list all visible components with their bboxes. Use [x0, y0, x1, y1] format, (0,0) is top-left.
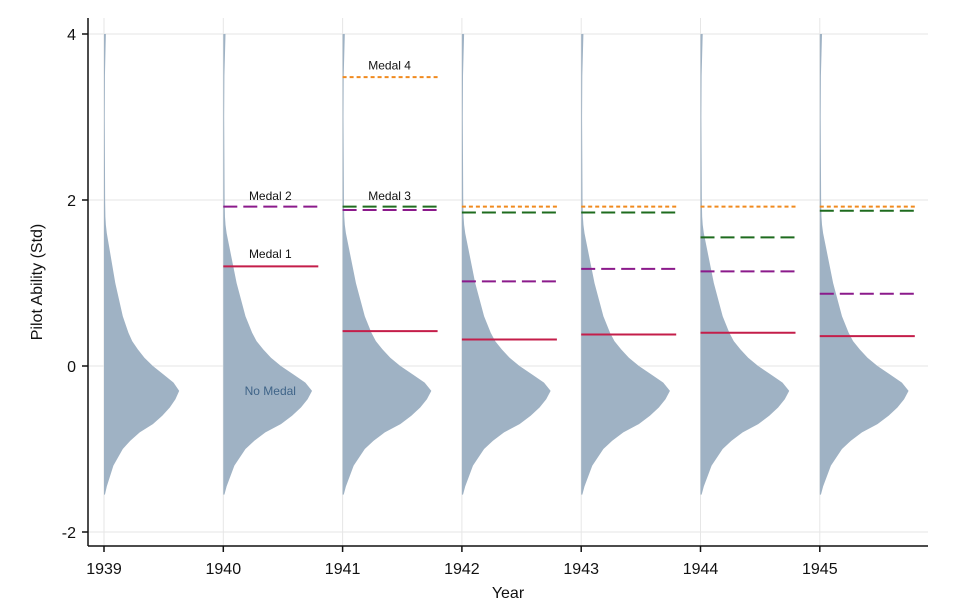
annotations: Medal 1 Medal 2 Medal 3 Medal 4 No Medal	[245, 59, 412, 398]
x-axis-title: Year	[492, 585, 525, 602]
ticks: -2 0 2 4 1939 1940 1941 1942 1943 1944 1945	[62, 27, 838, 578]
medal-label: Medal 1	[249, 247, 292, 261]
density-1942	[461, 34, 551, 495]
y-tick-label: -2	[62, 525, 76, 542]
x-tick-label: 1941	[325, 561, 361, 578]
density-1944	[700, 34, 790, 495]
axes	[87, 18, 928, 547]
x-tick-label: 1939	[86, 561, 122, 578]
density-1945	[819, 34, 909, 495]
x-tick-label: 1945	[802, 561, 838, 578]
x-tick-label: 1943	[563, 561, 599, 578]
medal-label: Medal 2	[249, 189, 292, 203]
density-1943	[581, 34, 670, 495]
density-1939	[104, 34, 180, 495]
y-tick-label: 4	[67, 27, 76, 44]
x-tick-label: 1944	[683, 561, 719, 578]
y-tick-label: 0	[67, 359, 76, 376]
x-tick-label: 1942	[444, 561, 480, 578]
density-1940	[223, 34, 313, 495]
y-axis-title: Pilot Ability (Std)	[29, 224, 46, 340]
medal-label: Medal 3	[368, 189, 411, 203]
density-1941	[342, 34, 432, 495]
density-group	[104, 34, 909, 495]
x-tick-label: 1940	[206, 561, 242, 578]
y-tick-label: 2	[67, 193, 76, 210]
medal-lines	[223, 76, 915, 341]
no-medal-label: No Medal	[245, 384, 296, 398]
medal-label: Medal 4	[368, 59, 411, 73]
